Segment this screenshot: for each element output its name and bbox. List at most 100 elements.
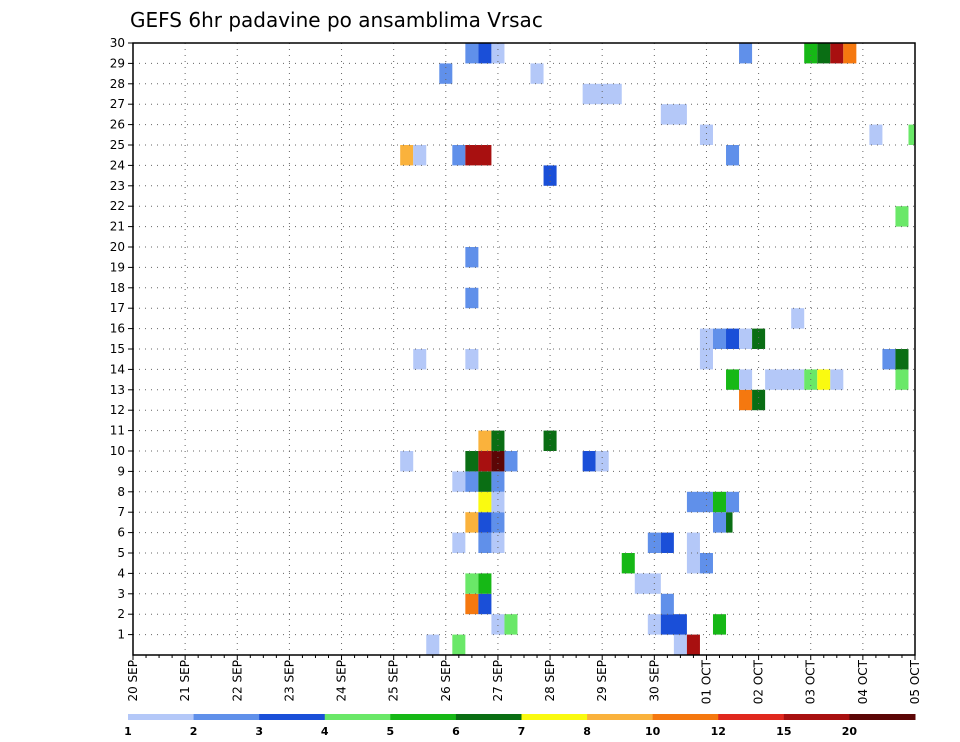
y-tick-label: 16 <box>110 322 125 336</box>
heatmap-cell <box>660 614 687 635</box>
y-tick-label: 7 <box>117 505 125 519</box>
colorbar: 1 2 3 4 5 6 7 8 10 12 15 20 <box>124 714 916 738</box>
heatmap-cell <box>739 389 753 411</box>
colorbar-label: 12 <box>711 725 726 738</box>
heatmap-cell <box>712 512 727 533</box>
colorbar-label: 5 <box>387 725 395 738</box>
heatmap-cell <box>895 349 909 370</box>
heatmap-cell <box>817 369 831 390</box>
heatmap-cell <box>413 349 427 370</box>
heatmap-cell <box>830 369 844 390</box>
heatmap-cell <box>465 512 479 533</box>
heatmap-cell <box>478 430 492 451</box>
y-tick-label: 3 <box>117 587 125 601</box>
y-tick-label: 26 <box>110 118 125 132</box>
heatmap-cell <box>895 369 909 390</box>
x-tick-label: 05 OCT <box>908 659 922 704</box>
heatmap-cell <box>504 451 518 472</box>
heatmap-cell <box>504 614 518 635</box>
heatmap-cell <box>465 247 479 268</box>
heatmap-cell <box>686 553 700 574</box>
heatmap-cell <box>491 430 505 451</box>
y-tick-label: 18 <box>110 281 125 295</box>
heatmap-cell <box>465 451 479 472</box>
colorbar-label: 3 <box>255 725 263 738</box>
colorbar-swatch <box>718 714 785 720</box>
heatmap-cell <box>491 532 505 553</box>
heatmap-cell <box>752 328 766 349</box>
y-tick-label: 22 <box>110 199 125 213</box>
heatmap-cell <box>830 43 844 64</box>
heatmap-cell <box>530 63 544 84</box>
heatmap-cell <box>465 43 479 64</box>
x-tick-label: 27 SEP <box>491 660 505 702</box>
heatmap-cell <box>726 145 740 166</box>
heatmap-cell <box>400 145 414 166</box>
colorbar-swatch <box>324 714 391 720</box>
x-tick-label: 28 SEP <box>543 660 557 702</box>
y-tick-label: 8 <box>117 485 125 499</box>
heatmap-cell <box>465 349 479 370</box>
heatmap-cell <box>699 124 713 145</box>
y-tick-label: 30 <box>110 36 125 50</box>
x-tick-label: 29 SEP <box>595 660 609 702</box>
x-tick-label: 22 SEP <box>230 660 244 702</box>
y-tick-label: 28 <box>110 77 125 91</box>
heatmap-cell <box>400 451 414 472</box>
heatmap-cell <box>726 512 733 533</box>
heatmap-cell <box>739 43 753 64</box>
y-tick-label: 27 <box>110 97 125 111</box>
heatmap-cell <box>647 532 661 553</box>
y-tick-label: 19 <box>110 260 125 274</box>
colorbar-swatch <box>259 714 326 720</box>
chart-title: GEFS 6hr padavine po ansamblima Vrsac <box>130 8 543 32</box>
grid-lines <box>133 43 915 655</box>
heatmap-cell <box>673 634 687 655</box>
heatmap-cell <box>686 491 713 513</box>
y-tick-label: 29 <box>110 56 125 70</box>
heatmap-cell <box>478 43 492 64</box>
heatmap-cell <box>634 573 661 594</box>
y-tick-label: 4 <box>117 566 125 580</box>
y-tick-label: 20 <box>110 240 125 254</box>
heatmap-cell <box>765 369 805 390</box>
heatmap-cell <box>478 512 492 533</box>
heatmap-cell <box>452 634 466 655</box>
x-tick-label: 21 SEP <box>178 660 192 702</box>
x-tick-label: 03 OCT <box>804 659 818 704</box>
heatmap-cell <box>660 593 674 615</box>
colorbar-swatch <box>128 714 195 720</box>
colorbar-swatch <box>193 714 260 720</box>
x-tick-label: 23 SEP <box>282 660 296 702</box>
heatmap-cell <box>452 471 466 492</box>
heatmap-cell <box>491 451 505 472</box>
y-tick-label: 15 <box>110 342 125 356</box>
x-tick-label: 24 SEP <box>335 660 349 702</box>
heatmap-cell <box>478 593 492 615</box>
heatmap-cell <box>491 512 505 533</box>
y-tick-label: 21 <box>110 220 125 234</box>
heatmap-cell <box>426 634 440 655</box>
colorbar-swatch <box>849 714 916 720</box>
y-tick-label: 10 <box>110 444 125 458</box>
colorbar-label: 4 <box>321 725 329 738</box>
heatmap-cell <box>478 491 492 513</box>
colorbar-swatch <box>783 714 850 720</box>
heatmap-cell <box>726 491 740 513</box>
colorbar-label: 6 <box>452 725 460 738</box>
heatmap-cell <box>895 206 909 227</box>
heatmap-cell <box>491 614 505 635</box>
heatmap-cell <box>712 614 727 635</box>
heatmap-cell <box>752 389 766 411</box>
heatmap-cell <box>869 124 883 145</box>
heatmap-cell <box>491 43 505 64</box>
colorbar-swatch <box>587 714 654 720</box>
heatmap-cell <box>647 614 661 635</box>
heatmap-cell <box>465 573 479 594</box>
heatmap-cell <box>413 145 427 166</box>
y-tick-label: 12 <box>110 403 125 417</box>
heatmap-cell <box>465 287 479 309</box>
heatmap-cell <box>726 328 740 349</box>
x-tick-label: 25 SEP <box>387 660 401 702</box>
